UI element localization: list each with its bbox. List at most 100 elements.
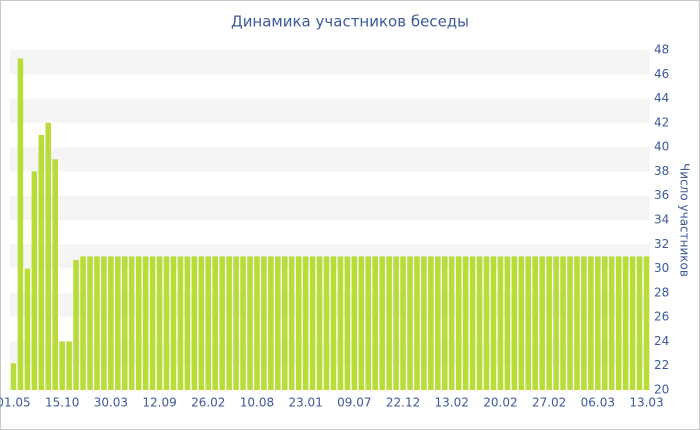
y-tick-label: 38 bbox=[654, 164, 669, 178]
chart-title: Динамика участников беседы bbox=[231, 13, 469, 31]
bar bbox=[518, 256, 525, 390]
bar bbox=[316, 256, 323, 390]
bar bbox=[38, 135, 45, 390]
grid-band bbox=[10, 195, 650, 220]
y-tick-label: 34 bbox=[654, 213, 669, 227]
bar bbox=[205, 256, 212, 390]
y-tick-label: 30 bbox=[654, 261, 669, 275]
bar bbox=[386, 256, 392, 390]
bar bbox=[588, 256, 594, 390]
bar bbox=[80, 256, 86, 390]
bar bbox=[553, 256, 559, 390]
bar bbox=[122, 256, 128, 390]
bar bbox=[337, 256, 344, 390]
bar bbox=[261, 256, 267, 390]
bar bbox=[407, 256, 413, 390]
bar bbox=[462, 256, 469, 390]
y-tick-label: 20 bbox=[654, 383, 669, 397]
bar bbox=[421, 256, 427, 390]
x-tick-label: 23.01 bbox=[288, 396, 322, 410]
bar bbox=[393, 256, 399, 390]
bar bbox=[177, 256, 184, 390]
bar bbox=[115, 256, 121, 390]
bar bbox=[511, 256, 518, 390]
x-tick-label: 13.02 bbox=[435, 396, 469, 410]
bar bbox=[435, 256, 441, 390]
y-tick-label: 26 bbox=[654, 310, 669, 324]
bar bbox=[275, 256, 281, 390]
bar bbox=[282, 256, 288, 390]
bar bbox=[156, 256, 163, 390]
bar bbox=[233, 256, 239, 390]
bar bbox=[615, 256, 622, 390]
y-tick-label: 40 bbox=[654, 140, 669, 154]
bar bbox=[414, 256, 420, 390]
bar bbox=[87, 256, 93, 390]
bar bbox=[539, 256, 545, 390]
bar bbox=[295, 256, 302, 390]
bar bbox=[247, 256, 253, 390]
bar bbox=[497, 256, 504, 390]
bar bbox=[574, 256, 580, 390]
bar bbox=[504, 256, 511, 390]
y-tick-label: 32 bbox=[654, 237, 669, 251]
bar bbox=[302, 256, 309, 390]
bar bbox=[135, 256, 142, 390]
bar bbox=[149, 256, 156, 390]
bar bbox=[31, 171, 38, 390]
y-tick-label: 36 bbox=[654, 188, 669, 202]
x-tick-label: 22.12 bbox=[386, 396, 420, 410]
bar bbox=[567, 256, 573, 390]
bar bbox=[198, 256, 205, 390]
bar bbox=[268, 256, 274, 390]
bar bbox=[17, 58, 24, 390]
bar bbox=[525, 256, 532, 390]
bar bbox=[142, 256, 149, 390]
y-tick-label: 28 bbox=[654, 285, 669, 299]
bar bbox=[581, 256, 587, 390]
bar bbox=[608, 256, 615, 390]
bar bbox=[128, 256, 135, 390]
bar bbox=[358, 256, 365, 390]
bar bbox=[226, 256, 232, 390]
bar bbox=[622, 256, 629, 390]
x-tick-label: 15.10 bbox=[45, 396, 79, 410]
bar bbox=[532, 256, 538, 390]
bar bbox=[73, 260, 79, 390]
bar bbox=[10, 363, 17, 390]
bar bbox=[240, 256, 246, 390]
bar bbox=[344, 256, 351, 390]
x-tick-label: 01.05 bbox=[0, 396, 31, 410]
grid-band bbox=[10, 147, 650, 172]
y-axis-title: Число участников bbox=[678, 163, 692, 277]
bar bbox=[309, 256, 316, 390]
bar bbox=[636, 256, 643, 390]
bar bbox=[101, 256, 107, 390]
bar bbox=[428, 256, 434, 390]
bar bbox=[546, 256, 552, 390]
bar bbox=[163, 256, 170, 390]
bar bbox=[372, 256, 378, 390]
y-tick-label: 44 bbox=[654, 91, 669, 105]
bar bbox=[469, 256, 476, 390]
bar bbox=[219, 256, 225, 390]
bar bbox=[643, 256, 650, 390]
bar bbox=[629, 256, 636, 390]
x-tick-label: 10.08 bbox=[240, 396, 274, 410]
grid-band bbox=[10, 50, 650, 75]
bar bbox=[455, 256, 462, 390]
x-tick-label: 09.07 bbox=[337, 396, 371, 410]
bar bbox=[379, 256, 385, 390]
x-tick-label: 26.02 bbox=[191, 396, 225, 410]
x-tick-label: 12.09 bbox=[142, 396, 176, 410]
grid-band bbox=[10, 98, 650, 123]
bar bbox=[52, 159, 58, 390]
bar bbox=[483, 256, 490, 390]
bar bbox=[170, 256, 177, 390]
bar bbox=[59, 341, 65, 390]
bar bbox=[595, 256, 601, 390]
x-tick-label: 13.03 bbox=[629, 396, 663, 410]
bar bbox=[400, 256, 406, 390]
bar bbox=[365, 256, 372, 390]
